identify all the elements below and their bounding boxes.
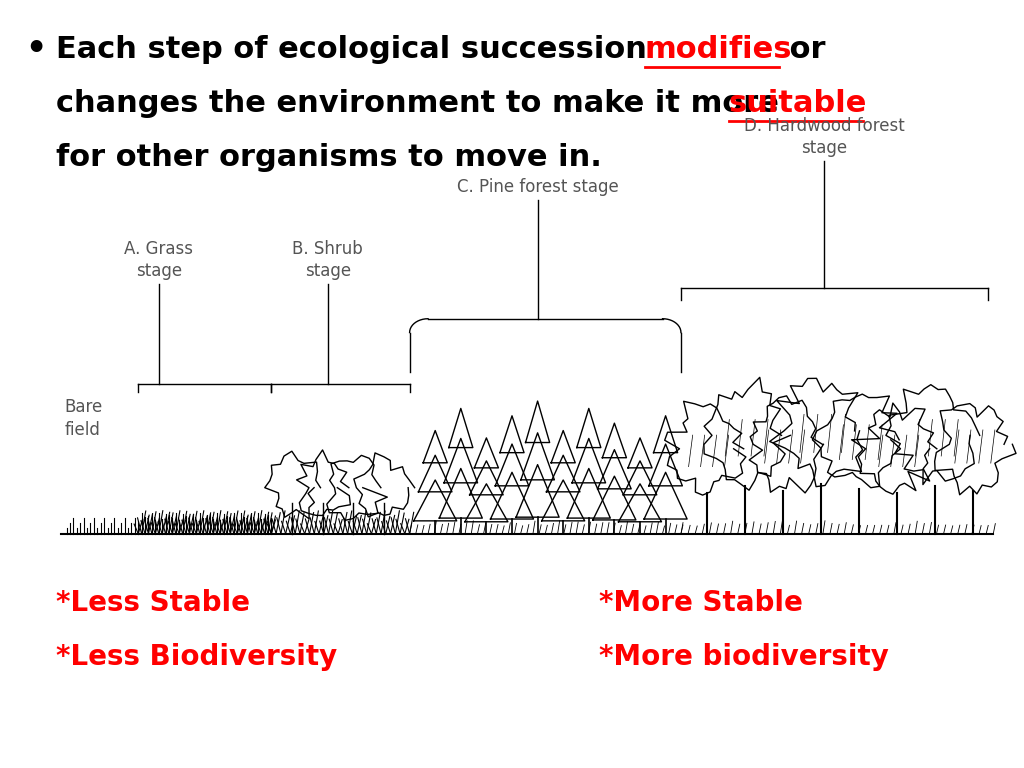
Text: modifies: modifies — [644, 35, 792, 65]
Text: B. Shrub
stage: B. Shrub stage — [292, 240, 364, 280]
Text: Bare
field: Bare field — [65, 399, 102, 439]
Text: D. Hardwood forest
stage: D. Hardwood forest stage — [744, 118, 904, 157]
Text: •: • — [26, 34, 47, 66]
Text: *Less Stable: *Less Stable — [56, 589, 250, 617]
Text: A. Grass
stage: A. Grass stage — [124, 240, 194, 280]
Text: Each step of ecological succession: Each step of ecological succession — [56, 35, 657, 65]
Text: C. Pine forest stage: C. Pine forest stage — [457, 178, 618, 196]
Text: *Less Biodiversity: *Less Biodiversity — [56, 643, 338, 670]
Text: or: or — [779, 35, 825, 65]
Text: *More biodiversity: *More biodiversity — [599, 643, 889, 670]
Text: *More Stable: *More Stable — [599, 589, 803, 617]
Text: changes the environment to make it more: changes the environment to make it more — [56, 89, 790, 118]
Text: suitable: suitable — [728, 89, 867, 118]
Text: for other organisms to move in.: for other organisms to move in. — [56, 143, 602, 172]
